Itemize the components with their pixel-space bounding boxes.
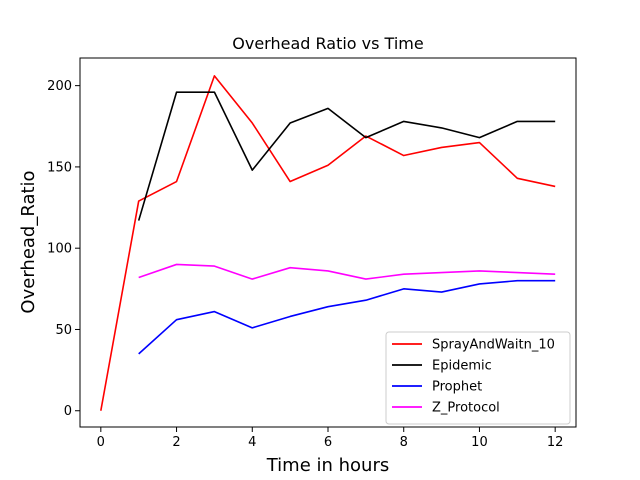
x-tick-label: 8 bbox=[400, 435, 408, 450]
y-axis: 0 50 100 150 200 bbox=[47, 79, 80, 419]
chart-title: Overhead Ratio vs Time bbox=[232, 34, 423, 53]
x-tick-label: 4 bbox=[248, 435, 256, 450]
x-tick-label: 0 bbox=[97, 435, 105, 450]
x-tick-label: 10 bbox=[471, 435, 488, 450]
y-tick-label: 100 bbox=[47, 242, 72, 257]
y-tick-label: 50 bbox=[55, 323, 72, 338]
x-tick-label: 12 bbox=[547, 435, 564, 450]
plot-area bbox=[79, 57, 577, 428]
series-line-sprayandwaitn-10 bbox=[100, 75, 556, 411]
legend-label: Z_Protocol bbox=[432, 401, 500, 416]
series-layer bbox=[100, 75, 556, 411]
x-axis: 0 2 4 6 8 10 12 bbox=[97, 427, 564, 450]
series-line-epidemic bbox=[137, 91, 556, 221]
y-tick-label: 0 bbox=[64, 404, 72, 419]
x-axis-title: Time in hours bbox=[266, 455, 390, 476]
legend-box bbox=[385, 331, 571, 425]
legend: SprayAndWaitn_10 Epidemic Prophet Z_Protoco… bbox=[385, 331, 571, 425]
legend-label: Prophet bbox=[432, 380, 482, 395]
legend-label: SprayAndWaitn_10 bbox=[432, 338, 555, 353]
legend-label: Epidemic bbox=[432, 359, 492, 374]
series-line-z-protocol bbox=[138, 263, 556, 280]
y-axis-title: Overhead_Ratio bbox=[18, 170, 39, 313]
x-tick-label: 2 bbox=[172, 435, 180, 450]
series-line-prophet bbox=[138, 279, 556, 355]
x-tick-label: 6 bbox=[324, 435, 332, 450]
y-tick-label: 200 bbox=[47, 79, 72, 94]
y-tick-label: 150 bbox=[47, 160, 72, 175]
